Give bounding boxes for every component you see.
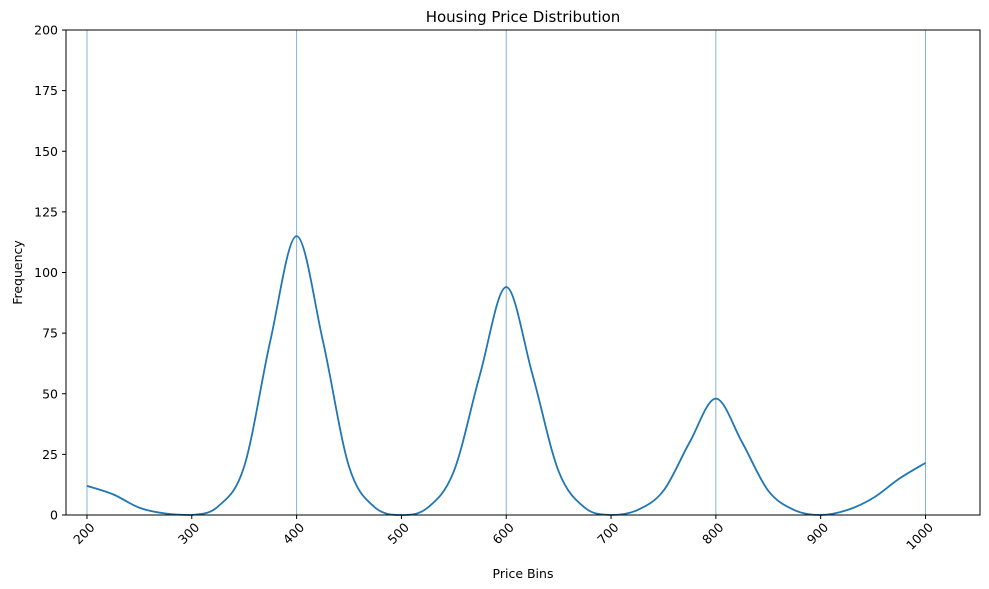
y-tick-label: 75 [42,326,58,341]
y-axis-ticks: 0 25 50 75 100 125 150 175 200 [34,23,66,523]
vertical-reference-lines [86,30,926,515]
density-line [86,235,926,516]
y-tick-label: 150 [34,144,58,159]
y-tick-label: 50 [42,386,58,401]
chart-title: Housing Price Distribution [426,8,621,26]
y-tick-label: 175 [34,83,58,98]
y-axis-label: Frequency [10,240,25,305]
y-tick-label: 125 [34,204,58,219]
y-tick-label: 0 [50,508,58,523]
y-tick-label: 100 [34,265,58,280]
y-tick-label: 200 [34,23,58,38]
density-line-layer [86,235,926,516]
y-tick-label: 25 [42,447,58,462]
x-axis-label: Price Bins [493,566,554,581]
